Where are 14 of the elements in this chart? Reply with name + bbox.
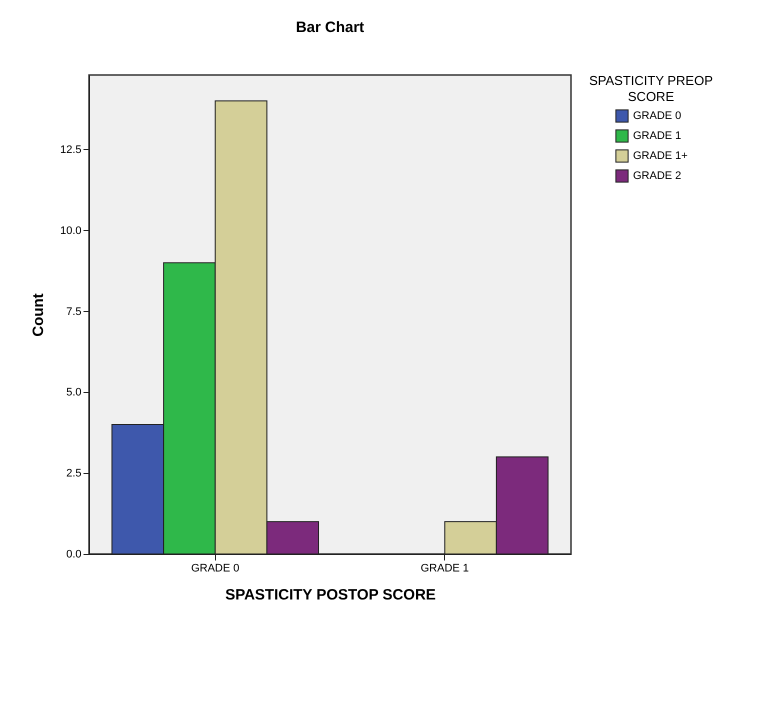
legend-label: GRADE 1 [633,130,682,142]
y-tick-label: 0.0 [66,548,82,560]
y-tick-label: 2.5 [66,468,82,480]
y-tick-label: 12.5 [60,144,82,156]
legend-label: GRADE 2 [633,170,682,182]
y-tick-label: 10.0 [60,224,82,237]
chart-title: Bar Chart [296,19,364,36]
y-tick-label: 7.5 [66,306,82,318]
x-axis-title: SPASTICITY POSTOP SCORE [225,586,436,604]
y-tick-label: 5.0 [66,386,82,399]
y-axis-title: Count [30,293,48,337]
legend-title: SPASTICITY PREOP SCORE [589,73,713,104]
legend-label: GRADE 1+ [633,150,688,162]
legend-label: GRADE 0 [633,110,682,122]
